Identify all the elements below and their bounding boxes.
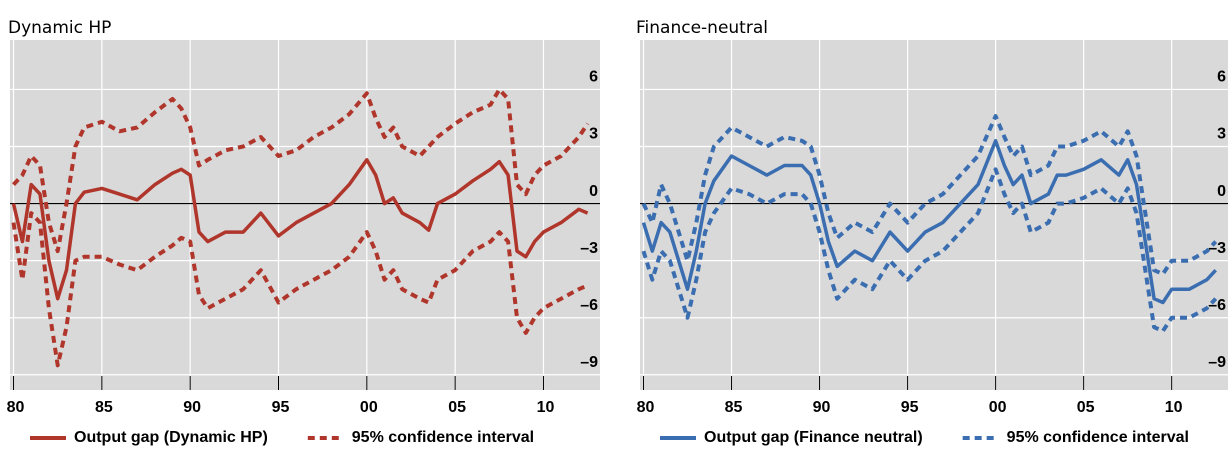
x-tick-label: 90 (183, 399, 201, 416)
y-tick-label: –6 (580, 297, 598, 314)
x-tick-label: 85 (725, 399, 743, 416)
x-tick-label: 05 (1077, 399, 1095, 416)
plot-area (10, 40, 600, 390)
legend-label: 95% confidence interval (1007, 429, 1189, 446)
legend-label: Output gap (Dynamic HP) (74, 429, 268, 446)
x-tick-label: 95 (901, 399, 919, 416)
x-tick-label: 10 (1165, 399, 1183, 416)
series-line (11, 158, 589, 301)
x-tick-label: 85 (95, 399, 113, 416)
y-tick-label: –6 (1208, 297, 1226, 314)
confidence-line (641, 114, 1218, 276)
confidence-line (12, 87, 590, 254)
y-tick-label: 3 (1217, 126, 1226, 143)
y-tick-label: –3 (1208, 240, 1226, 257)
y-tick-label: –9 (580, 354, 598, 371)
confidence-line (11, 211, 589, 368)
x-tick-label: 90 (813, 399, 831, 416)
y-tick-label: 0 (589, 183, 598, 200)
series-line (641, 139, 1217, 305)
x-tick-label: 00 (989, 399, 1007, 416)
x-tick-label: 80 (7, 399, 25, 416)
y-tick-label: 0 (1217, 183, 1226, 200)
y-tick-label: 6 (1217, 69, 1226, 86)
x-tick-label: 80 (637, 399, 655, 416)
y-tick-label: 6 (589, 69, 598, 86)
y-tick-label: 3 (589, 126, 598, 143)
confidence-line (641, 167, 1218, 333)
x-tick-label: 05 (448, 399, 466, 416)
chart-title: Dynamic HP (8, 18, 111, 38)
chart-title: Finance-neutral (636, 18, 768, 38)
x-tick-label: 10 (537, 399, 555, 416)
panel: Dynamic HP 80 85 90 95 00 05 10 –9 –6 –3 0 3 6 Output … (7, 18, 600, 446)
legend-label: Output gap (Finance neutral) (704, 429, 923, 446)
y-tick-label: –3 (580, 240, 598, 257)
panel: Finance-neutral 80 85 90 95 00 05 10 –9 –6 –3 0 3 6 Ou… (636, 18, 1228, 446)
x-tick-label: 95 (272, 399, 290, 416)
y-tick-label: –9 (1208, 354, 1226, 371)
x-tick-label: 00 (360, 399, 378, 416)
legend-label: 95% confidence interval (352, 429, 534, 446)
plot-area (640, 40, 1228, 390)
